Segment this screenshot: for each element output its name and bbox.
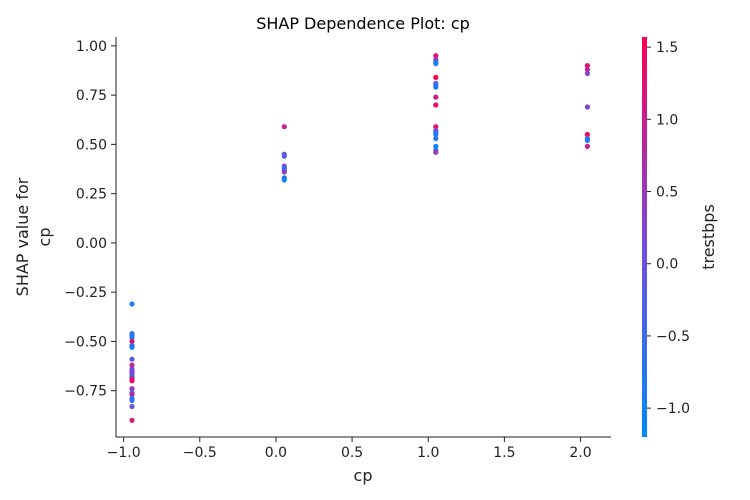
scatter-points	[129, 53, 591, 423]
x-tick-label: 1.0	[417, 445, 439, 461]
scatter-point	[129, 356, 135, 362]
scatter-point	[584, 104, 591, 110]
x-axis-label: cp	[354, 466, 373, 485]
colorbar-tick-label: −1.0	[656, 401, 690, 417]
scatter-point	[129, 338, 135, 344]
scatter-point	[129, 417, 135, 423]
scatter-point	[584, 63, 591, 69]
scatter-point	[281, 124, 287, 130]
x-tick-label: 0.5	[341, 445, 363, 461]
x-tick-label: 1.5	[493, 445, 515, 461]
y-axis-label-line-2: cp	[35, 228, 54, 247]
scatter-point	[129, 362, 135, 368]
scatter-point	[584, 137, 591, 143]
scatter-point	[433, 149, 439, 155]
chart-title: SHAP Dependence Plot: cp	[256, 14, 470, 33]
y-tick-label: 0.75	[76, 88, 107, 104]
scatter-point	[433, 143, 439, 149]
scatter-point	[584, 70, 591, 77]
scatter-point	[584, 131, 591, 138]
scatter-point	[281, 153, 287, 159]
colorbar-tick-label: −0.5	[656, 329, 690, 345]
scatter-point	[433, 135, 439, 142]
y-tick-label: 1.00	[76, 39, 107, 55]
scatter-point	[129, 301, 135, 307]
scatter-point	[433, 53, 439, 59]
x-tick-label: 0.0	[265, 445, 287, 461]
scatter-point	[129, 334, 135, 341]
scatter-point	[584, 143, 591, 149]
scatter-point	[584, 66, 591, 73]
y-axis-ticks: −0.75 −0.50 −0.25 0.00 0.25 0.50 0.75 1.00	[64, 39, 116, 400]
colorbar-tick-label: 1.0	[656, 112, 678, 128]
scatter-point	[433, 102, 439, 108]
y-tick-label: 0.00	[76, 236, 107, 252]
scatter-point	[433, 74, 439, 80]
y-tick-label: −0.25	[64, 285, 107, 301]
colorbar-ticks: −1.0 −0.5 0.0 0.5 1.0 1.5	[647, 40, 690, 417]
scatter-point	[433, 124, 439, 130]
scatter-point	[433, 84, 439, 90]
scatter-point	[281, 169, 287, 175]
scatter-point	[433, 131, 439, 138]
x-tick-label: −0.5	[183, 445, 217, 461]
colorbar-gradient	[642, 37, 647, 437]
scatter-point	[129, 386, 135, 392]
y-tick-label: 0.25	[76, 187, 107, 203]
scatter-point	[129, 397, 135, 404]
scatter-point	[433, 94, 439, 100]
x-tick-label: −1.0	[107, 445, 141, 461]
colorbar-tick-label: 1.5	[656, 40, 678, 56]
scatter-point	[129, 378, 135, 384]
colorbar-tick-label: 0.0	[656, 257, 678, 273]
scatter-point	[281, 177, 287, 183]
y-axis-label-line-1: SHAP value for	[13, 177, 32, 296]
colorbar-tick-label: 0.5	[656, 185, 678, 201]
y-axis-label: SHAP value for cp	[13, 177, 54, 296]
scatter-point	[129, 344, 135, 350]
x-axis-ticks: −1.0 −0.5 0.0 0.5 1.0 1.5 2.0	[107, 437, 592, 461]
scatter-point	[433, 61, 439, 67]
y-tick-label: −0.75	[64, 384, 107, 400]
plot-area: −1.0 −0.5 0.0 0.5 1.0 1.5 2.0 −0.75 −0.50 −0.25 0…	[64, 37, 611, 461]
colorbar: −1.0 −0.5 0.0 0.5 1.0 1.5	[642, 37, 690, 437]
y-tick-label: −0.50	[64, 334, 107, 350]
scatter-point	[129, 392, 135, 398]
x-tick-label: 2.0	[569, 445, 591, 461]
y-tick-label: 0.50	[76, 137, 107, 153]
scatter-point	[129, 403, 135, 410]
colorbar-label: trestbps	[699, 204, 718, 270]
